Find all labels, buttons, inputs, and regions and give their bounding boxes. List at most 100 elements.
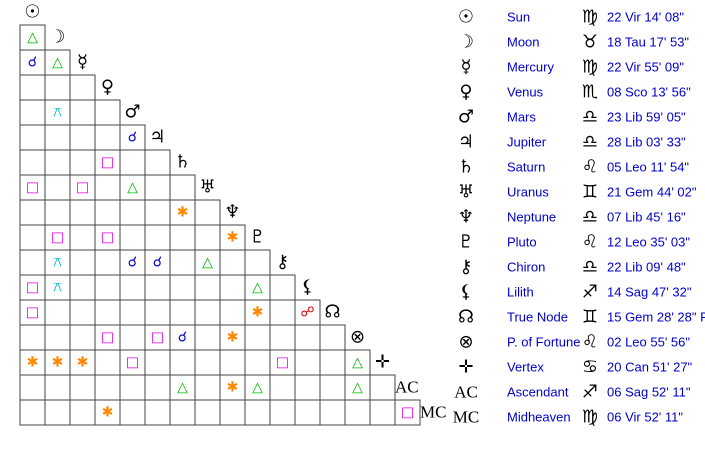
grid-cell bbox=[69, 149, 96, 176]
grid-glyph: ♆ bbox=[224, 202, 240, 223]
grid-cell bbox=[44, 324, 71, 351]
grid-cell bbox=[19, 249, 46, 276]
aspect-symbol: △ bbox=[252, 280, 263, 296]
grid-cell bbox=[194, 374, 221, 401]
list-glyph: MC bbox=[453, 408, 479, 427]
aspect-symbol: □ bbox=[26, 280, 39, 296]
body-name: Lilith bbox=[507, 285, 534, 300]
grid-cell bbox=[69, 124, 96, 151]
grid-cell bbox=[94, 374, 121, 401]
sign-glyph: ♋ bbox=[582, 357, 598, 378]
sign-glyph: ♌ bbox=[582, 232, 598, 253]
sign-glyph: ♌ bbox=[582, 332, 598, 353]
grid-cell bbox=[19, 374, 46, 401]
aspect-symbol: □ bbox=[101, 230, 114, 246]
grid-cell bbox=[119, 399, 146, 426]
grid-cell bbox=[194, 399, 221, 426]
grid-glyph: ♂ bbox=[124, 102, 140, 123]
grid-cell bbox=[69, 374, 96, 401]
aspect-symbol: □ bbox=[276, 355, 289, 371]
grid-cell bbox=[119, 299, 146, 326]
list-glyph: ♀ bbox=[459, 82, 472, 103]
grid-cell bbox=[319, 324, 346, 351]
list-glyph: ☉ bbox=[458, 7, 474, 28]
grid-cell bbox=[94, 299, 121, 326]
grid-cell bbox=[94, 249, 121, 276]
grid-cell bbox=[294, 374, 321, 401]
grid-cell bbox=[69, 249, 96, 276]
body-position: 15 Gem 28' 28" R bbox=[607, 310, 705, 325]
grid-glyph: ♇ bbox=[249, 227, 265, 248]
body-name: Chiron bbox=[507, 260, 545, 275]
grid-cell bbox=[19, 399, 46, 426]
grid-glyph: MC bbox=[420, 403, 446, 422]
sign-glyph: ♐ bbox=[582, 282, 598, 303]
body-position: 02 Leo 55' 56" bbox=[607, 335, 690, 350]
list-glyph: ☽ bbox=[458, 32, 474, 53]
grid-cell bbox=[19, 199, 46, 226]
grid-cell bbox=[19, 324, 46, 351]
body-position: 06 Vir 52' 11" bbox=[607, 410, 683, 425]
body-name: Neptune bbox=[507, 210, 556, 225]
grid-glyph: ♃ bbox=[149, 127, 165, 148]
grid-cell bbox=[144, 399, 171, 426]
grid-cell bbox=[144, 374, 171, 401]
grid-cell bbox=[119, 324, 146, 351]
grid-cell bbox=[169, 299, 196, 326]
list-glyph: ♂ bbox=[458, 107, 474, 128]
grid-cell bbox=[169, 174, 196, 201]
grid-cell bbox=[144, 224, 171, 251]
aspect-symbol: ✱ bbox=[102, 405, 114, 421]
aspect-symbol: ⚻ bbox=[53, 255, 62, 271]
grid-glyph: ⚷ bbox=[276, 252, 289, 273]
grid-cell bbox=[44, 174, 71, 201]
sign-glyph: ♎ bbox=[582, 207, 598, 228]
aspect-symbol: ☌ bbox=[153, 255, 162, 271]
aspect-symbol: ✱ bbox=[77, 355, 89, 371]
body-position: 18 Tau 17' 53" bbox=[607, 35, 689, 50]
grid-glyph: ⊗ bbox=[350, 327, 365, 348]
grid-cell bbox=[194, 274, 221, 301]
grid-cell bbox=[119, 274, 146, 301]
grid-glyph: ⚸ bbox=[301, 277, 314, 298]
sign-glyph: ♍ bbox=[582, 57, 598, 78]
grid-cell bbox=[319, 349, 346, 376]
grid-cell bbox=[69, 99, 96, 126]
aspect-symbol: □ bbox=[151, 330, 164, 346]
grid-glyph: ☽ bbox=[49, 27, 65, 48]
aspect-symbol: △ bbox=[52, 55, 63, 71]
list-glyph: ⊗ bbox=[458, 332, 473, 353]
grid-cell bbox=[44, 399, 71, 426]
grid-cell bbox=[319, 374, 346, 401]
aspect-symbol: ✱ bbox=[227, 230, 239, 246]
grid-glyph: ✛ bbox=[375, 352, 390, 373]
body-position: 21 Gem 44' 02" bbox=[607, 185, 697, 200]
list-glyph: ⚷ bbox=[459, 257, 472, 278]
aspect-symbol: ✱ bbox=[227, 380, 239, 396]
grid-cell bbox=[94, 174, 121, 201]
grid-glyph: ♀ bbox=[101, 77, 114, 98]
grid-glyph: AC bbox=[395, 378, 419, 397]
body-name: Moon bbox=[507, 35, 540, 50]
list-glyph: ♇ bbox=[458, 232, 474, 253]
grid-cell bbox=[194, 199, 221, 226]
aspect-symbol: ✱ bbox=[27, 355, 39, 371]
grid-cell bbox=[369, 374, 396, 401]
body-position: 22 Lib 09' 48" bbox=[607, 260, 686, 275]
sign-glyph: ♍ bbox=[582, 7, 598, 28]
aspect-symbol: ✱ bbox=[227, 330, 239, 346]
grid-cell bbox=[94, 199, 121, 226]
aspect-symbol: △ bbox=[352, 355, 363, 371]
grid-cell bbox=[194, 224, 221, 251]
grid-cell bbox=[119, 224, 146, 251]
grid-cell bbox=[44, 199, 71, 226]
grid-cell bbox=[119, 149, 146, 176]
grid-cell bbox=[269, 399, 296, 426]
grid-cell bbox=[219, 274, 246, 301]
grid-cell bbox=[394, 399, 421, 426]
grid-cell bbox=[119, 374, 146, 401]
sign-glyph: ♏ bbox=[582, 82, 598, 103]
grid-cell bbox=[244, 399, 271, 426]
grid-cell bbox=[69, 274, 96, 301]
